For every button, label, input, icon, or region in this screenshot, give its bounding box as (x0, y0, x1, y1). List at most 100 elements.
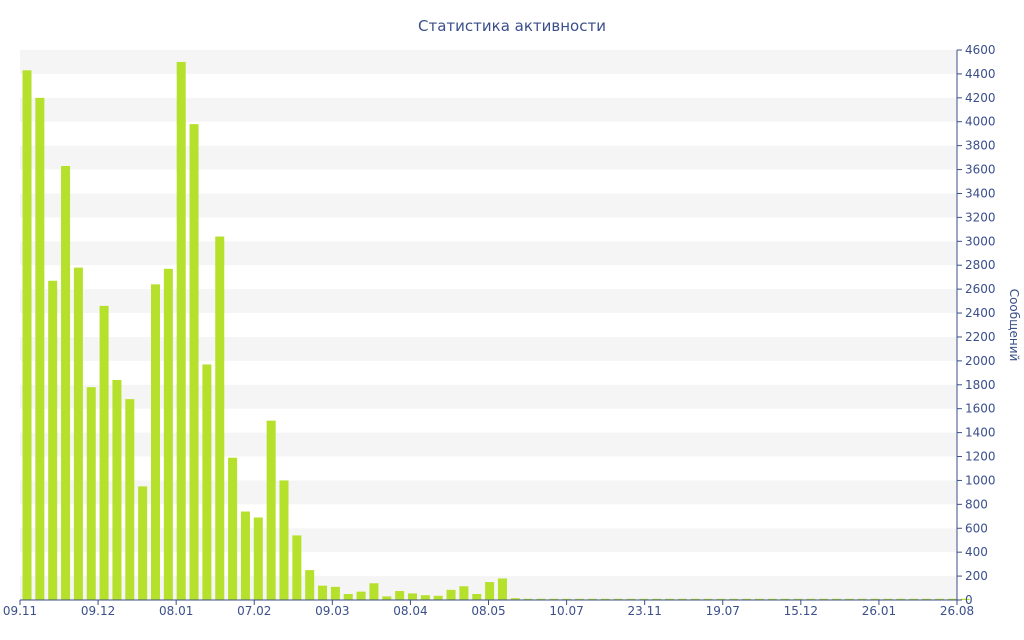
bar (742, 598, 752, 600)
bar (318, 585, 328, 600)
x-tick-label: 08.05 (471, 604, 505, 618)
y-tick-label: 3800 (965, 139, 996, 153)
bar (690, 598, 700, 600)
grid-band (20, 528, 957, 553)
bar (112, 380, 122, 600)
y-tick-label: 4600 (965, 43, 996, 57)
bar (35, 97, 45, 600)
bar (562, 598, 572, 600)
bar (844, 598, 854, 600)
bar (395, 591, 405, 600)
grid-band (20, 97, 957, 122)
y-tick-label: 4000 (965, 115, 996, 129)
bar (613, 598, 623, 600)
bar (575, 598, 585, 600)
bar (832, 598, 842, 600)
bar (228, 457, 238, 600)
bar (163, 268, 173, 600)
y-tick-label: 400 (965, 545, 988, 559)
bar (189, 124, 199, 600)
bar (793, 598, 803, 600)
y-tick-label: 2200 (965, 330, 996, 344)
bar (960, 598, 970, 600)
bar (151, 284, 160, 600)
bar (677, 598, 687, 600)
x-tick-label: 23.11 (627, 604, 661, 618)
bar (369, 583, 379, 600)
grid-band (20, 432, 957, 457)
axes-group (20, 50, 958, 601)
x-tick-label: 26.01 (862, 604, 896, 618)
bar (420, 595, 430, 600)
y-tick-label: 1200 (965, 450, 996, 464)
bar (909, 598, 919, 600)
y-tick-label: 2000 (965, 354, 996, 368)
bar (767, 598, 777, 600)
bar (305, 570, 315, 600)
bar (202, 364, 212, 600)
bar (485, 582, 495, 600)
grid-bands (20, 50, 957, 600)
y-ticks-group: 0 200 400 600 800 1000 1200 1400 1600 1800 2000 220… (957, 43, 996, 607)
grid-band (20, 336, 957, 361)
bar (934, 598, 944, 600)
bar (896, 598, 906, 600)
bar (780, 598, 790, 600)
bar (433, 595, 443, 600)
bar (806, 598, 816, 600)
x-tick-label: 09.03 (315, 604, 349, 618)
bar (652, 598, 662, 600)
x-ticks-group: 09.11 09.12 08.01 07.02 09.03 08.04 08.05 10.07… (3, 600, 974, 618)
bar (215, 236, 225, 600)
y-tick-label: 4400 (965, 67, 996, 81)
bar (382, 596, 392, 600)
y-tick-label: 2400 (965, 306, 996, 320)
bar (870, 598, 880, 600)
y-tick-label: 3400 (965, 186, 996, 200)
y-tick-label: 3200 (965, 210, 996, 224)
grid-band (20, 145, 957, 170)
bar (73, 267, 83, 600)
y-tick-label: 1800 (965, 378, 996, 392)
y-tick-label: 1400 (965, 426, 996, 440)
bar (253, 517, 263, 600)
y-tick-label: 800 (965, 497, 988, 511)
y-tick-label: 2800 (965, 258, 996, 272)
grid-band (20, 289, 957, 314)
bar (523, 598, 533, 600)
bar (125, 399, 135, 600)
bar (716, 598, 726, 600)
x-tick-label: 07.02 (237, 604, 271, 618)
bar (497, 578, 507, 600)
grid-band (20, 193, 957, 218)
bar (587, 598, 597, 600)
bar (729, 598, 739, 600)
bar (510, 598, 520, 600)
chart-title: Статистика активности (418, 17, 606, 35)
bar (536, 598, 546, 600)
x-tick-label: 09.12 (81, 604, 115, 618)
x-tick-label: 08.04 (393, 604, 427, 618)
bar (600, 598, 610, 600)
bar (86, 387, 96, 600)
bar (883, 598, 893, 600)
bar (819, 598, 829, 600)
y-tick-label: 600 (965, 521, 988, 535)
y-tick-label: 0 (965, 593, 973, 607)
y-tick-label: 2600 (965, 282, 996, 296)
bar (626, 598, 636, 600)
x-tick-label: 08.01 (159, 604, 193, 618)
bar (754, 598, 764, 600)
bar (61, 165, 71, 601)
y-tick-label: 200 (965, 569, 988, 583)
bar (408, 593, 417, 600)
x-tick-label: 09.11 (3, 604, 37, 618)
bar (665, 598, 674, 600)
bar (343, 594, 353, 600)
y-axis-label: Сообщений (1007, 289, 1021, 362)
bar (446, 589, 456, 600)
bar (266, 420, 276, 600)
y-tick-label: 4200 (965, 91, 996, 105)
